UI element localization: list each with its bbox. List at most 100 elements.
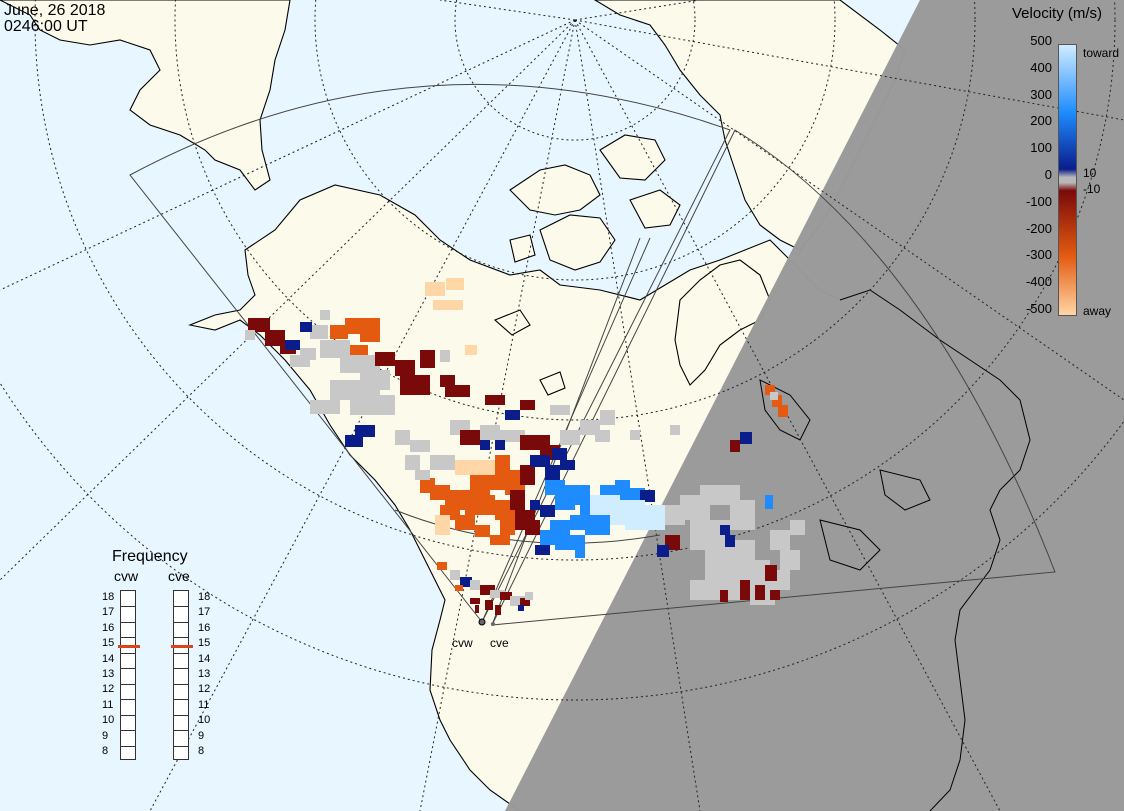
frequency-cell [121, 730, 135, 732]
date-label: June, 26 2018 [4, 2, 106, 19]
scatter-cell [420, 350, 435, 368]
velocity-tick-label: 400 [1030, 59, 1052, 75]
velocity-toward-label: toward [1083, 46, 1120, 60]
scatter-cell [500, 430, 525, 442]
scatter-cell [405, 455, 420, 470]
scatter-cell [446, 278, 464, 290]
frequency-scale-label: 8 [102, 745, 109, 758]
victoria-island-land [493, 309, 531, 336]
scatter-cell [525, 592, 533, 600]
frequency-scale-label: 18 [102, 590, 115, 603]
scatter-cell [465, 345, 477, 355]
scatter-cell [772, 395, 782, 407]
frequency-cell [174, 621, 188, 623]
velocity-tick-label: 500 [1030, 33, 1052, 48]
velocity-scatter-cells [245, 278, 805, 615]
frequency-cell [121, 606, 135, 608]
frequency-scale-label: 13 [102, 668, 115, 680]
scatter-cell [765, 385, 775, 395]
scatter-cell [290, 355, 310, 367]
scatter-cell [770, 590, 780, 600]
scatter-cell [540, 530, 555, 545]
frequency-scale-label: 10 [198, 714, 211, 727]
frequency-scale-label: 17 [198, 606, 211, 619]
velocity-threshold-pos: 10 [1083, 166, 1097, 180]
radar-site-label-cvw: cvw [452, 636, 473, 650]
frequency-scale-label: 15 [102, 637, 115, 650]
scatter-cell [400, 375, 430, 395]
scatter-cell [455, 460, 480, 475]
scatter-cell [455, 585, 463, 591]
velocity-tick-label: -400 [1025, 274, 1052, 290]
scatter-cell [530, 500, 540, 510]
scatter-cell [485, 395, 505, 405]
frequency-scale-label: 14 [198, 652, 211, 665]
velocity-colorbar [1058, 44, 1077, 316]
frequency-cell [174, 714, 188, 716]
scatter-cell [320, 340, 350, 358]
velocity-tick-label: 200 [1030, 113, 1052, 129]
cvw-site-marker [478, 618, 486, 626]
frequency-cell [174, 745, 188, 747]
scatter-cell [520, 400, 535, 410]
scatter-cell [560, 460, 575, 470]
frequency-legend: Frequency cvw cve 18 18 17 17 16 16 15 15 14 14 13… [100, 548, 230, 778]
frequency-cell [121, 745, 135, 747]
radar-site-label-cve: cve [490, 636, 509, 650]
frequency-scale-label: 9 [198, 729, 205, 742]
frequency-cell [174, 668, 188, 670]
frequency-cell [121, 652, 135, 654]
frequency-scale-label: 15 [198, 637, 211, 650]
scatter-cell [480, 440, 490, 450]
scatter-cell [500, 592, 512, 600]
cve-fov [491, 129, 1056, 626]
frequency-scale-label: 9 [102, 729, 109, 742]
scatter-cell [475, 525, 490, 537]
scatter-cell [790, 520, 805, 535]
scatter-cell [755, 585, 765, 600]
scatter-cell [518, 605, 524, 611]
scatter-cell [630, 430, 640, 440]
baffin-island-land [674, 259, 771, 386]
frequency-marker [171, 645, 193, 649]
scatter-cell [350, 345, 368, 355]
frequency-cell [121, 699, 135, 701]
scatter-cell [475, 605, 479, 613]
scatter-cell [495, 440, 505, 450]
scatter-cell [375, 352, 395, 366]
frequency-cell [121, 668, 135, 670]
cve-site-marker [491, 622, 495, 626]
night-coastlines [759, 289, 1031, 811]
siberia-land [0, 0, 291, 191]
velocity-tick-label: 100 [1030, 140, 1052, 156]
scatter-cell [510, 596, 525, 606]
scatter-cell [530, 455, 550, 467]
frequency-scale-label: 16 [102, 621, 115, 634]
scatter-cell [505, 410, 520, 420]
scatter-cell [545, 480, 565, 495]
scatter-cell [355, 425, 375, 437]
scatter-cell [480, 585, 495, 595]
scatter-cell [425, 282, 445, 296]
scatter-cell [340, 355, 380, 373]
scatter-cell [720, 525, 730, 535]
scatter-cell [415, 470, 430, 480]
scatter-cell [770, 530, 790, 550]
velocity-threshold-neg: -10 [1083, 182, 1101, 196]
frequency-cell [174, 606, 188, 608]
frequency-scale-label: 16 [198, 621, 211, 634]
scatter-cell [560, 430, 580, 445]
scatter-cell [765, 495, 773, 509]
scatter-cell [670, 425, 680, 435]
scatter-cell [445, 385, 470, 397]
scatter-cell [480, 425, 500, 440]
frequency-scale-label: 13 [198, 668, 211, 680]
scatter-cell [725, 535, 735, 547]
scatter-cell [345, 435, 363, 447]
scatter-cell [525, 520, 540, 535]
night-terminator-shading [505, 0, 1124, 811]
frequency-scale-label: 10 [102, 714, 115, 727]
